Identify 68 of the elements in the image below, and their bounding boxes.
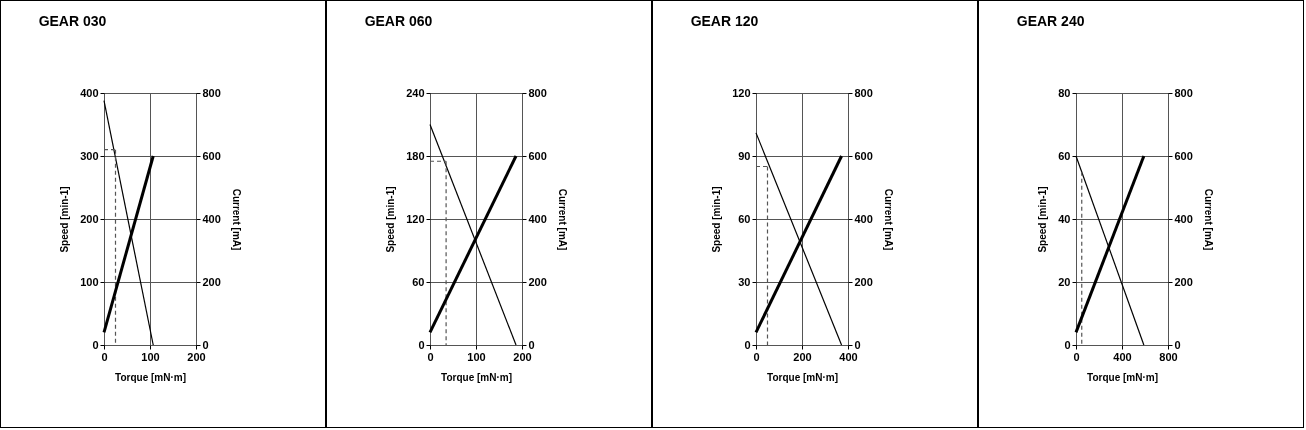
y2-axis-title: Current [mA] (1202, 188, 1214, 251)
x-axis-title: Torque [mN·m] (1087, 371, 1158, 383)
y2-tick-label: 0 (854, 338, 861, 351)
y-tick-label: 200 (80, 212, 99, 225)
y2-tick-label: 800 (528, 86, 547, 99)
y-tick-label: 300 (80, 149, 99, 162)
x-tick-label: 800 (1159, 350, 1178, 363)
x-tick-label: 0 (753, 350, 760, 363)
y2-tick-label: 0 (1174, 338, 1181, 351)
chart-title: GEAR 060 (364, 13, 433, 29)
y-axis-title: Speed [min-1] (385, 186, 397, 253)
y-tick-label: 90 (738, 149, 751, 162)
y-tick-label: 60 (412, 275, 425, 288)
y-tick-label: 400 (80, 86, 99, 99)
y2-tick-label: 200 (1174, 275, 1193, 288)
chart-title: GEAR 240 (1016, 13, 1085, 29)
x-axis-title: Torque [mN·m] (767, 371, 838, 383)
x-tick-label: 0 (427, 350, 434, 363)
y2-axis-title: Current [mA] (230, 188, 242, 251)
x-axis-title: Torque [mN·m] (441, 371, 512, 383)
y-tick-label: 100 (80, 275, 99, 288)
y2-tick-label: 600 (854, 149, 873, 162)
x-tick-label: 400 (839, 350, 858, 363)
y-tick-label: 30 (738, 275, 751, 288)
y2-axis-title: Current [mA] (882, 188, 894, 251)
y2-tick-label: 0 (202, 338, 209, 351)
x-tick-label: 400 (1113, 350, 1132, 363)
x-tick-label: 200 (793, 350, 812, 363)
y-tick-label: 240 (406, 86, 425, 99)
y-axis-title: Speed [min-1] (59, 186, 71, 253)
x-tick-label: 0 (101, 350, 108, 363)
y2-tick-label: 400 (1174, 212, 1193, 225)
y-tick-label: 0 (1064, 338, 1071, 351)
y-tick-label: 80 (1058, 86, 1071, 99)
y-tick-label: 180 (406, 149, 425, 162)
y2-tick-label: 0 (528, 338, 535, 351)
y-axis-title: Speed [min-1] (711, 186, 723, 253)
y2-tick-label: 600 (202, 149, 221, 162)
x-tick-label: 0 (1073, 350, 1080, 363)
y2-tick-label: 400 (528, 212, 547, 225)
y-tick-label: 20 (1058, 275, 1071, 288)
x-tick-label: 200 (187, 350, 206, 363)
y2-tick-label: 200 (528, 275, 547, 288)
y2-tick-label: 600 (528, 149, 547, 162)
y-tick-label: 0 (744, 338, 751, 351)
y-tick-label: 40 (1058, 212, 1071, 225)
y-tick-label: 60 (1058, 149, 1071, 162)
y2-tick-label: 200 (854, 275, 873, 288)
y2-tick-label: 200 (202, 275, 221, 288)
x-axis-title: Torque [mN·m] (115, 371, 186, 383)
y2-axis-title: Current [mA] (556, 188, 568, 251)
y-axis-title: Speed [min-1] (1037, 186, 1049, 253)
x-tick-label: 200 (513, 350, 532, 363)
y-tick-label: 60 (738, 212, 751, 225)
y2-tick-label: 800 (202, 86, 221, 99)
y-tick-label: 120 (732, 86, 751, 99)
y2-tick-label: 800 (854, 86, 873, 99)
chart-title: GEAR 030 (38, 13, 107, 29)
x-tick-label: 100 (141, 350, 160, 363)
y-tick-label: 0 (418, 338, 425, 351)
y-tick-label: 120 (406, 212, 425, 225)
y2-tick-label: 400 (854, 212, 873, 225)
y2-tick-label: 400 (202, 212, 221, 225)
y-tick-label: 0 (92, 338, 99, 351)
x-tick-label: 100 (467, 350, 486, 363)
y2-tick-label: 800 (1174, 86, 1193, 99)
chart-title: GEAR 120 (690, 13, 759, 29)
y2-tick-label: 600 (1174, 149, 1193, 162)
